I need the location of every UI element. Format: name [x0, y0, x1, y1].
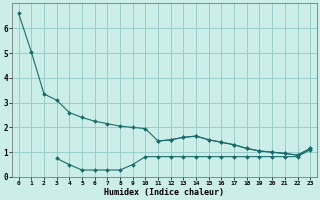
X-axis label: Humidex (Indice chaleur): Humidex (Indice chaleur)	[104, 188, 224, 197]
